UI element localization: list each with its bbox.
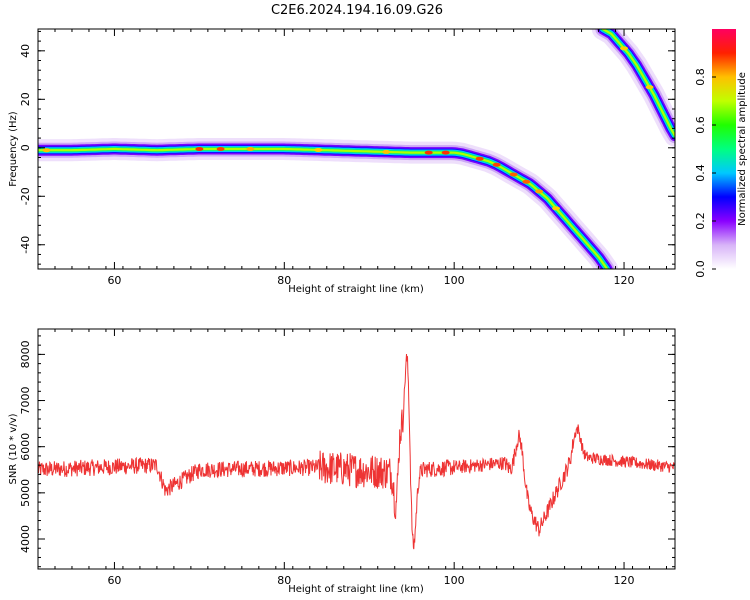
snr-y-ticks: 4000 5000 6000 7000 8000 bbox=[19, 335, 675, 568]
colorbar-tick-label: 0.2 bbox=[694, 212, 707, 230]
snr-x-tick-label: 80 bbox=[277, 574, 291, 587]
spectrogram-hotspot bbox=[645, 85, 654, 90]
spectrogram-hotspot bbox=[535, 189, 544, 194]
snr-x-axis-label: Height of straight line (km) bbox=[288, 584, 424, 595]
spectrogram-tracks bbox=[38, 29, 675, 269]
spectrogram-hotspot bbox=[620, 46, 629, 51]
spectrogram-hotspot bbox=[42, 148, 51, 153]
colorbar-gradient bbox=[712, 29, 736, 269]
spectrogram-hotspot bbox=[475, 156, 484, 161]
colorbar-tick-label: 0.6 bbox=[694, 116, 707, 134]
spectrogram-hotspot bbox=[216, 147, 225, 151]
spectrogram-x-tick-label: 60 bbox=[107, 274, 121, 287]
spectrogram-x-tick-label: 80 bbox=[277, 274, 291, 287]
spectrogram-hotspot bbox=[492, 162, 501, 167]
snr-y-tick-label: 5000 bbox=[19, 479, 32, 507]
spectrogram-y-tick-label: -40 bbox=[19, 236, 32, 254]
colorbar: 0.0 0.2 0.4 0.6 0.8 Normalized spectral ampl… bbox=[694, 29, 748, 278]
spectrogram-y-axis-label: Frequency (Hz) bbox=[8, 111, 19, 187]
spectrogram-y-tick-label: 20 bbox=[19, 92, 32, 106]
snr-x-tick-label: 120 bbox=[614, 574, 635, 587]
snr-y-tick-label: 6000 bbox=[19, 433, 32, 461]
figure-title: C2E6.2024.194.16.09.G26 bbox=[271, 3, 443, 18]
spectrogram-track-1-layer bbox=[601, 29, 675, 137]
snr-line-group bbox=[38, 353, 675, 550]
spectrogram-x-ticks: 60 80 100 120 bbox=[37, 29, 668, 287]
colorbar-tick-label: 0.8 bbox=[694, 68, 707, 86]
snr-y-tick-label: 8000 bbox=[19, 340, 32, 368]
spectrogram-frame bbox=[37, 28, 676, 270]
spectrogram-hotspot bbox=[314, 147, 323, 152]
spectrogram-y-tick-label: -20 bbox=[19, 187, 32, 205]
spectrogram-hotspot bbox=[382, 149, 391, 154]
snr-series-line bbox=[38, 353, 675, 550]
snr-x-ticks: 60 80 100 120 bbox=[37, 329, 668, 587]
spectrogram-hotspot bbox=[522, 179, 531, 184]
spectrogram-y-tick-label: 40 bbox=[19, 44, 32, 58]
snr-y-tick-label: 4000 bbox=[19, 525, 32, 553]
spectrogram-panel: 60 80 100 120 -40 -20 0 20 40 Height of straigh… bbox=[8, 28, 676, 295]
spectrogram-y-tick-label: 0 bbox=[19, 144, 32, 151]
colorbar-label: Normalized spectral amplitude bbox=[737, 72, 748, 226]
spectrogram-hotspot bbox=[424, 150, 433, 155]
snr-x-tick-label: 100 bbox=[444, 574, 465, 587]
spectrogram-hotspot bbox=[195, 147, 204, 151]
spectrogram-x-axis-label: Height of straight line (km) bbox=[288, 284, 424, 295]
colorbar-tick-label: 0.0 bbox=[694, 260, 707, 278]
spectrogram-x-tick-label: 120 bbox=[614, 274, 635, 287]
spectrogram-hotspot bbox=[552, 206, 561, 211]
snr-x-tick-label: 60 bbox=[107, 574, 121, 587]
colorbar-tick-label: 0.4 bbox=[694, 164, 707, 182]
spectrogram-hotspot bbox=[509, 172, 518, 177]
snr-panel: 60 80 100 120 4000 5000 6000 7000 8000 Height o… bbox=[8, 328, 676, 595]
spectrogram-x-tick-label: 100 bbox=[444, 274, 465, 287]
spectrogram-y-ticks: -40 -20 0 20 40 bbox=[19, 30, 675, 265]
colorbar-ticks: 0.0 0.2 0.4 0.6 0.8 bbox=[694, 68, 716, 278]
spectrogram-hotspot bbox=[441, 150, 450, 155]
snr-frame bbox=[37, 328, 676, 570]
snr-plot-area bbox=[38, 329, 675, 569]
snr-y-axis-label: SNR (10 * v/v) bbox=[8, 413, 19, 484]
snr-y-tick-label: 7000 bbox=[19, 387, 32, 415]
spectrogram-hotspot bbox=[246, 147, 255, 151]
